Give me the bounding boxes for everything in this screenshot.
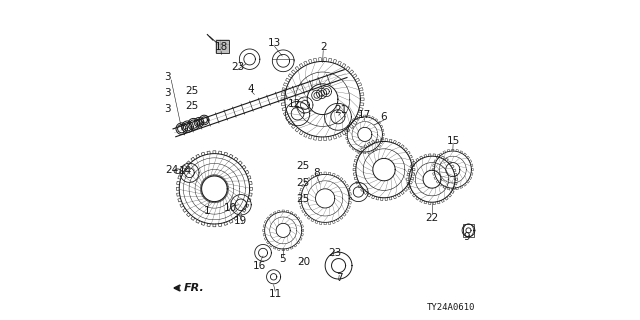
Text: 3: 3 — [164, 88, 170, 98]
Text: 22: 22 — [426, 212, 438, 223]
Text: 1: 1 — [204, 206, 211, 216]
Text: 16: 16 — [253, 261, 266, 271]
Text: TY24A0610: TY24A0610 — [427, 303, 475, 312]
Text: FR.: FR. — [184, 283, 205, 293]
Text: 25: 25 — [296, 178, 309, 188]
Text: 3: 3 — [164, 72, 170, 82]
Text: 14: 14 — [179, 166, 192, 176]
Text: 25: 25 — [296, 194, 309, 204]
Text: 2: 2 — [320, 42, 326, 52]
Text: 21: 21 — [334, 105, 348, 116]
Text: 19: 19 — [234, 216, 247, 227]
Text: 20: 20 — [297, 257, 310, 268]
Text: 13: 13 — [268, 38, 281, 48]
Bar — [216, 40, 229, 53]
Text: 6: 6 — [381, 112, 387, 122]
Text: 3: 3 — [164, 104, 170, 115]
Ellipse shape — [174, 169, 181, 173]
Text: 24: 24 — [166, 164, 179, 175]
Text: 25: 25 — [186, 101, 198, 111]
Text: 25: 25 — [296, 161, 309, 172]
Text: 23: 23 — [328, 248, 341, 258]
Text: 17: 17 — [358, 109, 371, 120]
Text: 9: 9 — [463, 232, 470, 242]
Text: 7: 7 — [336, 273, 342, 284]
Text: 8: 8 — [314, 168, 320, 178]
Text: 25: 25 — [186, 86, 198, 96]
Text: 5: 5 — [280, 254, 286, 264]
Text: 4: 4 — [248, 84, 255, 94]
Text: 15: 15 — [447, 136, 460, 146]
Bar — [463, 224, 474, 237]
Text: 11: 11 — [269, 289, 282, 300]
Text: 18: 18 — [215, 42, 228, 52]
Text: 23: 23 — [231, 62, 244, 72]
Text: 10: 10 — [224, 203, 237, 213]
Text: 12: 12 — [288, 99, 301, 109]
